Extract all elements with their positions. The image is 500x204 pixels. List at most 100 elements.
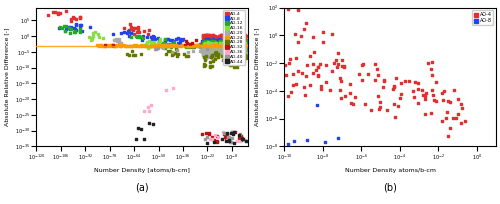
AO-12	[210, 43, 218, 46]
AO-12	[225, 48, 233, 51]
AO-8	[216, 41, 224, 44]
AO-12	[210, 46, 218, 49]
AO-4	[358, 79, 366, 82]
AO-16	[229, 49, 237, 52]
AO-8	[224, 45, 232, 48]
AO-4	[206, 38, 214, 41]
AO-24	[174, 44, 182, 47]
AO-36	[220, 131, 228, 134]
AO-4	[414, 87, 422, 91]
AO-16	[145, 45, 153, 49]
AO-28	[208, 54, 216, 57]
AO-12	[231, 48, 239, 51]
AO-12	[208, 41, 216, 44]
Title: (a): (a)	[135, 183, 148, 193]
AO-4	[227, 39, 235, 42]
AO-24	[161, 44, 169, 48]
AO-16	[148, 44, 156, 48]
AO-4	[204, 37, 212, 40]
AO-16	[221, 44, 229, 48]
AO-24	[104, 44, 112, 48]
AO-16	[224, 48, 232, 51]
AO-4	[206, 40, 214, 43]
AO-4	[76, 16, 84, 19]
AO-12	[216, 47, 224, 50]
AO-12	[242, 40, 250, 43]
AO-8	[240, 41, 248, 44]
AO-12	[236, 46, 244, 49]
AO-16	[220, 51, 228, 55]
AO-12	[222, 49, 230, 52]
AO-16	[228, 52, 235, 55]
AO-12	[127, 35, 135, 39]
AO-8	[231, 45, 239, 48]
AO-4	[200, 39, 208, 42]
AO-12	[224, 47, 232, 50]
AO-12	[234, 40, 242, 43]
AO-4	[54, 12, 62, 15]
AO-12	[61, 29, 69, 32]
AO-12	[224, 45, 232, 48]
AO-16	[216, 47, 224, 50]
AO-12	[242, 47, 250, 50]
AO-8	[234, 43, 242, 46]
AO-12	[200, 41, 208, 44]
AO-12	[222, 47, 230, 50]
AO-36	[242, 138, 250, 142]
AO-12	[242, 45, 250, 49]
AO-20	[202, 49, 209, 52]
AO-24	[110, 44, 118, 48]
AO-16	[222, 41, 230, 44]
AO-8	[219, 38, 227, 41]
AO-12	[217, 45, 225, 49]
AO-8	[201, 39, 209, 43]
AO-12	[225, 42, 233, 45]
AO-16	[226, 44, 234, 47]
AO-20	[236, 47, 244, 50]
AO-8	[231, 41, 239, 44]
AO-8	[70, 26, 78, 29]
AO-24	[218, 44, 226, 47]
AO-4	[144, 32, 152, 35]
AO-4	[206, 38, 214, 41]
AO-16	[210, 42, 218, 45]
AO-4	[213, 40, 221, 43]
AO-4	[212, 39, 220, 42]
AO-12	[226, 43, 234, 46]
AO-44	[134, 126, 142, 130]
AO-12	[217, 47, 225, 50]
AO-8	[213, 43, 221, 46]
AO-4	[421, 97, 429, 100]
AO-4	[230, 34, 237, 37]
AO-4	[217, 36, 225, 40]
AO-4	[200, 34, 208, 37]
AO-8	[72, 29, 80, 32]
AO-12	[238, 50, 246, 53]
AO-4	[214, 35, 222, 38]
AO-12	[212, 50, 220, 53]
AO-20	[234, 46, 242, 50]
AO-8	[237, 40, 245, 43]
AO-4	[360, 62, 368, 66]
AO-16	[226, 45, 234, 48]
AO-16	[218, 47, 226, 50]
AO-4	[317, 87, 325, 91]
AO-40	[220, 132, 228, 135]
AO-12	[236, 47, 244, 50]
AO-4	[284, 8, 292, 11]
AO-8	[210, 39, 218, 42]
AO-16	[147, 42, 155, 45]
AO-8	[216, 40, 224, 43]
AO-4	[201, 37, 209, 40]
AO-4	[130, 32, 138, 35]
AO-24	[228, 44, 236, 47]
AO-4	[300, 93, 308, 97]
AO-4	[54, 12, 62, 16]
AO-24	[100, 44, 108, 48]
AO-12	[200, 49, 207, 52]
AO-12	[226, 41, 234, 44]
AO-4	[242, 39, 250, 42]
AO-24	[137, 44, 145, 47]
AO-36	[144, 105, 152, 108]
AO-16	[242, 53, 250, 57]
